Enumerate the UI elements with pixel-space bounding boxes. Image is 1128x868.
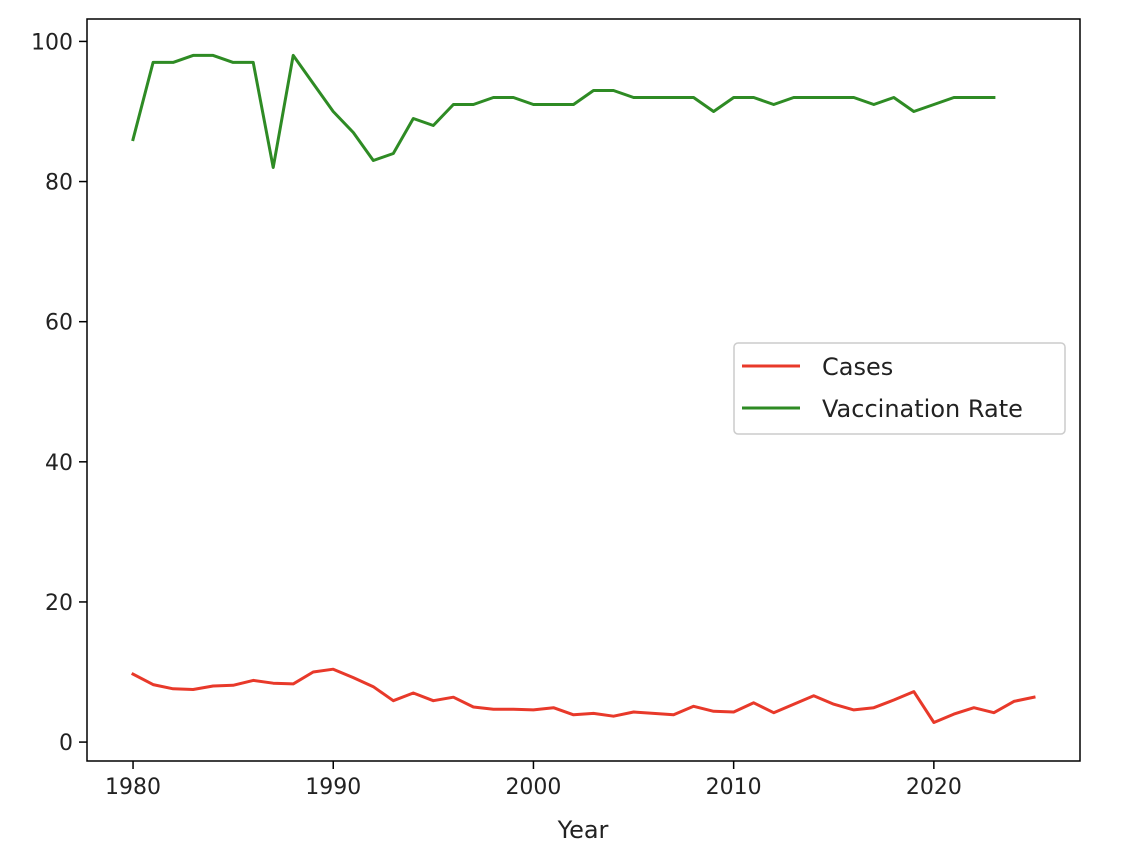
x-tick-label: 2020 [906, 775, 962, 800]
axes-frame [86, 18, 1081, 762]
y-tick-label: 80 [45, 171, 73, 196]
x-tick-label: 2000 [505, 775, 561, 800]
y-tick-label: 100 [31, 30, 73, 55]
legend-box [733, 342, 1066, 435]
x-tick-label: 2010 [706, 775, 762, 800]
legend: Cases Vaccination Rate [733, 342, 1066, 435]
y-tick-label: 0 [59, 731, 73, 756]
legend-label-cases: Cases [822, 353, 893, 381]
y-tick-label: 60 [45, 311, 73, 336]
legend-label-vaccination-rate: Vaccination Rate [822, 395, 1023, 423]
series-line-cases [130, 667, 1036, 724]
series-line-vaccination-rate [131, 53, 996, 169]
x-axis-label: Year [557, 816, 609, 844]
y-tick-label: 40 [45, 451, 73, 476]
x-tick-label: 1990 [305, 775, 361, 800]
x-tick-label: 1980 [105, 775, 161, 800]
series-layer [130, 53, 1036, 724]
x-axis: 1980 1990 2000 2010 2020 [105, 761, 962, 800]
y-axis: 0 20 40 60 80 100 [31, 30, 87, 756]
y-tick-label: 20 [45, 591, 73, 616]
